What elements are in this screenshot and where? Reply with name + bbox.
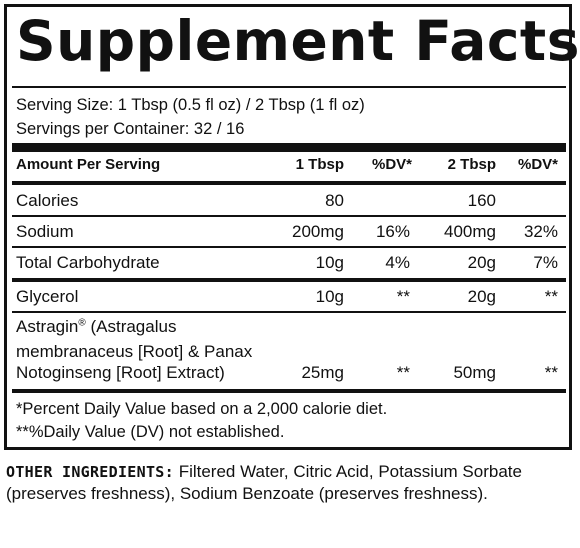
row-divider bbox=[12, 311, 566, 313]
thick-divider bbox=[12, 143, 566, 152]
row-astragin-name-line1: Astragin® (Astragalus bbox=[16, 318, 176, 335]
row-glycerol-name: Glycerol bbox=[16, 287, 79, 306]
registered-mark: ® bbox=[78, 317, 86, 329]
header-dv-2: %DV* bbox=[517, 156, 558, 173]
section-divider bbox=[12, 278, 566, 282]
row-calories-name: Calories bbox=[16, 191, 79, 210]
row-astragin-1tbsp: 25mg bbox=[301, 363, 344, 382]
row-divider bbox=[12, 246, 566, 248]
row-calories-2tbsp: 160 bbox=[467, 191, 496, 210]
panel-title: Supplement Facts bbox=[16, 9, 580, 73]
row-astragin-name-line2: membranaceus [Root] & Panax bbox=[16, 342, 253, 361]
header-divider bbox=[12, 181, 566, 185]
row-astragin-2tbsp: 50mg bbox=[453, 363, 496, 382]
footnote-percent-dv: *Percent Daily Value based on a 2,000 ca… bbox=[16, 400, 388, 418]
row-divider bbox=[12, 215, 566, 217]
row-carbohydrate-dv1: 4% bbox=[385, 253, 410, 272]
header-amount-per-serving: Amount Per Serving bbox=[16, 156, 161, 173]
row-sodium-dv1: 16% bbox=[375, 222, 410, 241]
row-carbohydrate-name: Total Carbohydrate bbox=[16, 253, 160, 272]
title-divider bbox=[12, 86, 566, 88]
header-2-tbsp: 2 Tbsp bbox=[447, 156, 496, 173]
row-astragin-name-line3: Notoginseng [Root] Extract) bbox=[16, 363, 225, 382]
row-glycerol-1tbsp: 10g bbox=[315, 287, 344, 306]
row-calories-1tbsp: 80 bbox=[325, 191, 344, 210]
row-sodium-1tbsp: 200mg bbox=[292, 222, 344, 241]
other-ingredients-label: OTHER INGREDIENTS: bbox=[6, 463, 174, 481]
row-glycerol-dv2: ** bbox=[544, 287, 558, 306]
row-carbohydrate-2tbsp: 20g bbox=[467, 253, 496, 272]
row-astragin-dv2: ** bbox=[544, 363, 558, 382]
row-glycerol-2tbsp: 20g bbox=[467, 287, 496, 306]
row-astragin-dv1: ** bbox=[396, 363, 410, 382]
row-sodium-2tbsp: 400mg bbox=[444, 222, 496, 241]
other-ingredients-text: Filtered Water, Citric Acid, Potassium S… bbox=[6, 462, 522, 503]
footnote-divider bbox=[12, 389, 566, 393]
row-sodium-dv2: 32% bbox=[523, 222, 558, 241]
serving-size: Serving Size: 1 Tbsp (0.5 fl oz) / 2 Tbs… bbox=[16, 96, 365, 114]
row-carbohydrate-1tbsp: 10g bbox=[315, 253, 344, 272]
servings-per-container: Servings per Container: 32 / 16 bbox=[16, 120, 245, 138]
row-sodium-name: Sodium bbox=[16, 222, 74, 241]
astragin-name-rest: (Astragalus bbox=[85, 317, 177, 336]
astragin-brand: Astragin bbox=[16, 317, 79, 336]
supplement-facts-panel bbox=[4, 4, 572, 450]
header-1-tbsp: 1 Tbsp bbox=[295, 156, 344, 173]
row-carbohydrate-dv2: 7% bbox=[533, 253, 558, 272]
row-glycerol-dv1: ** bbox=[396, 287, 410, 306]
header-dv-1: %DV* bbox=[371, 156, 412, 173]
other-ingredients: OTHER INGREDIENTS: Filtered Water, Citri… bbox=[6, 461, 578, 505]
footnote-dv-not-established: **%Daily Value (DV) not established. bbox=[16, 423, 285, 441]
